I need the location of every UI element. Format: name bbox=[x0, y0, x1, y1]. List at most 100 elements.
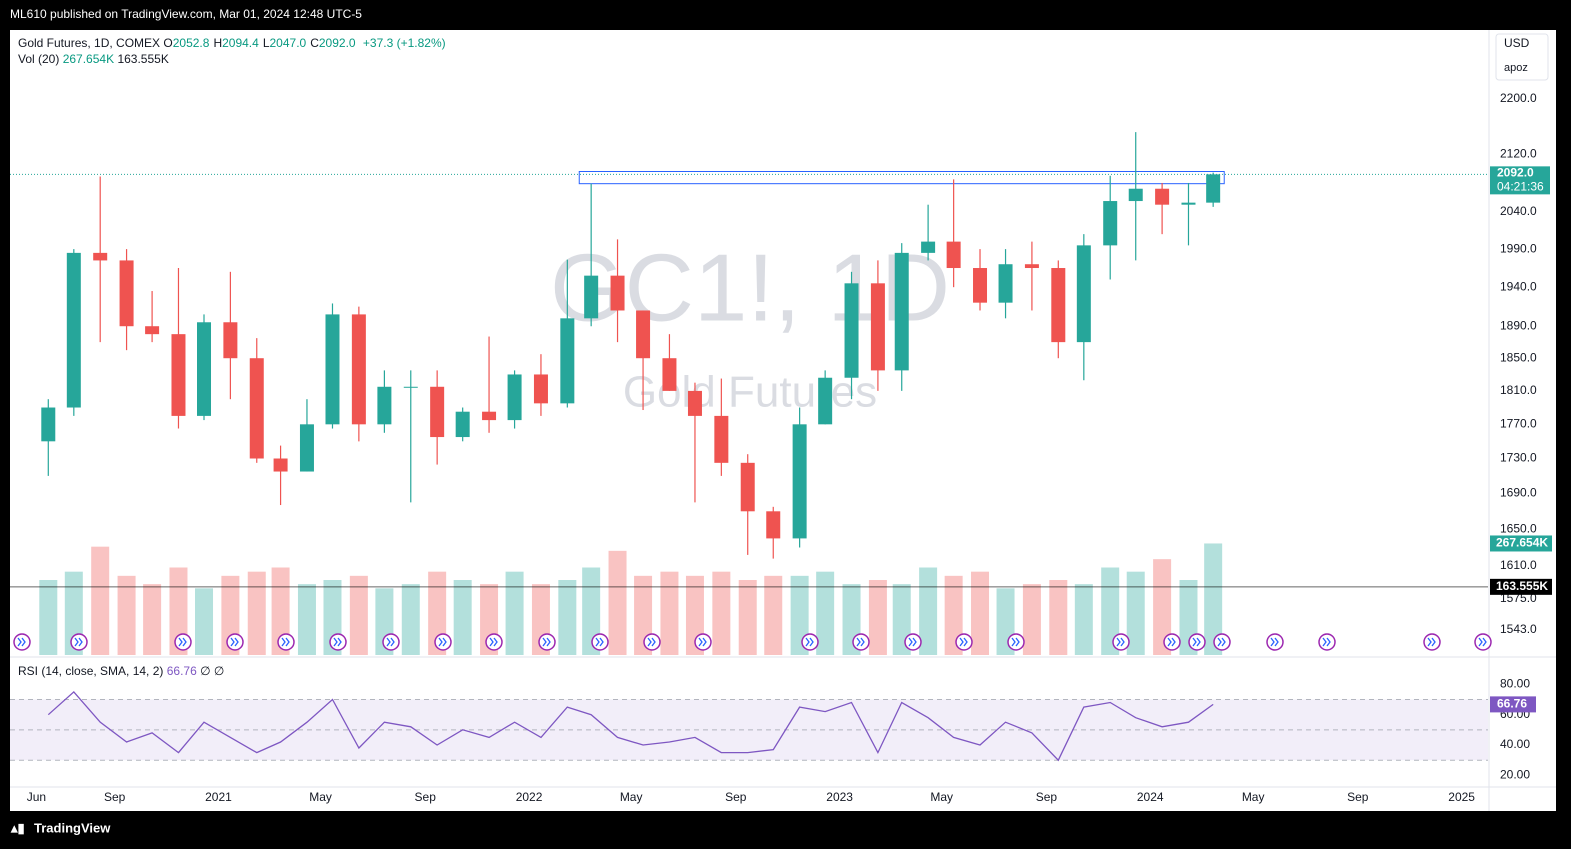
event-icon[interactable] bbox=[70, 633, 88, 651]
x-tick-label: Sep bbox=[1036, 790, 1058, 804]
event-icon[interactable] bbox=[801, 633, 819, 651]
rsi-value-box bbox=[1490, 696, 1536, 713]
last-price-box bbox=[1490, 166, 1550, 195]
event-icon[interactable] bbox=[434, 633, 452, 651]
rsi-extra: ∅ ∅ bbox=[200, 664, 225, 678]
brand-logo[interactable]: ▴▮ bbox=[10, 820, 25, 835]
event-circle bbox=[1213, 633, 1231, 651]
x-tick-label: Sep bbox=[1347, 790, 1369, 804]
scale-mode[interactable]: apoz bbox=[1504, 62, 1528, 74]
event-circle bbox=[591, 633, 609, 651]
event-glyph bbox=[805, 637, 814, 647]
candle-body bbox=[93, 252, 108, 261]
ohlc-key: O bbox=[163, 36, 173, 50]
ohlc-key: C bbox=[310, 36, 319, 50]
event-icon[interactable] bbox=[1423, 633, 1441, 651]
event-icon[interactable] bbox=[1112, 633, 1130, 651]
rsi-line bbox=[47, 690, 1214, 762]
volume-bar bbox=[453, 580, 472, 655]
event-glyph bbox=[595, 637, 604, 647]
event-icon[interactable] bbox=[1318, 633, 1336, 651]
volume-value-box bbox=[1490, 535, 1552, 552]
x-tick-label: 2021 bbox=[205, 790, 232, 804]
ohlc-key: L bbox=[262, 36, 270, 50]
event-icon[interactable] bbox=[591, 633, 609, 651]
event-icon[interactable] bbox=[694, 633, 712, 651]
legend-volume: Vol (20) 267.654K 163.555K bbox=[18, 52, 169, 66]
candle-body bbox=[973, 268, 988, 303]
event-icon[interactable] bbox=[226, 633, 244, 651]
candle-body bbox=[482, 411, 497, 421]
event-icon[interactable] bbox=[904, 633, 922, 651]
x-tick-label: Jun bbox=[27, 790, 46, 804]
chart-background bbox=[10, 30, 1556, 811]
event-icon[interactable] bbox=[643, 633, 661, 651]
event-glyph bbox=[1217, 637, 1226, 647]
y-tick-label: 1730.0 bbox=[1500, 451, 1537, 465]
candle-body bbox=[792, 424, 807, 539]
volume-bar bbox=[764, 575, 783, 655]
ohlc-item: C2092.0 bbox=[310, 36, 355, 50]
candle-body bbox=[223, 322, 238, 359]
event-glyph bbox=[1011, 637, 1020, 647]
x-tick-label: Sep bbox=[725, 790, 747, 804]
currency[interactable]: USD bbox=[1504, 36, 1530, 50]
volume-bar bbox=[1153, 559, 1172, 655]
last-price-label: 2092.0 bbox=[1497, 166, 1534, 180]
event-icon[interactable] bbox=[277, 633, 295, 651]
event-icon[interactable] bbox=[1188, 633, 1206, 651]
scale-box[interactable] bbox=[1495, 33, 1549, 81]
event-icon[interactable] bbox=[485, 633, 503, 651]
volume-ma-box bbox=[1490, 578, 1552, 595]
event-glyph bbox=[178, 637, 187, 647]
event-glyph bbox=[386, 637, 395, 647]
candle-body bbox=[1024, 264, 1039, 269]
candle-body bbox=[377, 386, 392, 425]
event-circle bbox=[1112, 633, 1130, 651]
event-icon[interactable] bbox=[955, 633, 973, 651]
event-icon[interactable] bbox=[174, 633, 192, 651]
volume-ma: 163.555K bbox=[117, 52, 169, 66]
volume-bar bbox=[558, 580, 577, 655]
event-circle bbox=[277, 633, 295, 651]
event-circle bbox=[801, 633, 819, 651]
y-tick-label: 2040.0 bbox=[1500, 204, 1537, 218]
event-icon[interactable] bbox=[13, 633, 31, 651]
event-circle bbox=[904, 633, 922, 651]
y-tick-label: 1890.0 bbox=[1500, 318, 1537, 332]
event-circle bbox=[1163, 633, 1181, 651]
candle-body bbox=[870, 283, 885, 371]
x-tick-label: May bbox=[930, 790, 953, 804]
y-tick-label: 1940.0 bbox=[1500, 279, 1537, 293]
event-icon[interactable] bbox=[538, 633, 556, 651]
event-icon[interactable] bbox=[329, 633, 347, 651]
x-tick-label: 2023 bbox=[826, 790, 853, 804]
event-icon[interactable] bbox=[1007, 633, 1025, 651]
rsi-value: 66.76 bbox=[166, 664, 197, 678]
y-tick-label: 2120.0 bbox=[1500, 147, 1537, 161]
volume-bar bbox=[816, 571, 835, 655]
event-glyph bbox=[1270, 637, 1279, 647]
published-note: ML610 published on TradingView.com, Mar … bbox=[10, 7, 362, 21]
candle-body bbox=[507, 374, 522, 421]
legend-rsi: RSI (14, close, SMA, 14, 2) 66.76 ∅ ∅ bbox=[18, 664, 224, 678]
legend-main: Gold Futures, 1D, COMEX O2052.8 H2094.4 L2… bbox=[18, 36, 446, 50]
event-icon[interactable] bbox=[1266, 633, 1284, 651]
rsi-tick-label: 20.00 bbox=[1500, 768, 1530, 782]
event-icon[interactable] bbox=[1213, 633, 1231, 651]
y-tick-label: 1850.0 bbox=[1500, 350, 1537, 364]
brand[interactable]: TradingView bbox=[34, 820, 111, 835]
volume-bar bbox=[790, 575, 809, 655]
event-icon[interactable] bbox=[1163, 633, 1181, 651]
event-icon[interactable] bbox=[382, 633, 400, 651]
event-icon[interactable] bbox=[852, 633, 870, 651]
candle-body bbox=[584, 275, 599, 319]
event-icon[interactable] bbox=[1474, 633, 1492, 651]
candle-body bbox=[351, 314, 366, 425]
event-circle bbox=[1474, 633, 1492, 651]
event-circle bbox=[1318, 633, 1336, 651]
rsi-value-label: 66.76 bbox=[1497, 697, 1527, 711]
event-glyph bbox=[17, 637, 26, 647]
countdown-label: 04:21:36 bbox=[1497, 180, 1544, 194]
